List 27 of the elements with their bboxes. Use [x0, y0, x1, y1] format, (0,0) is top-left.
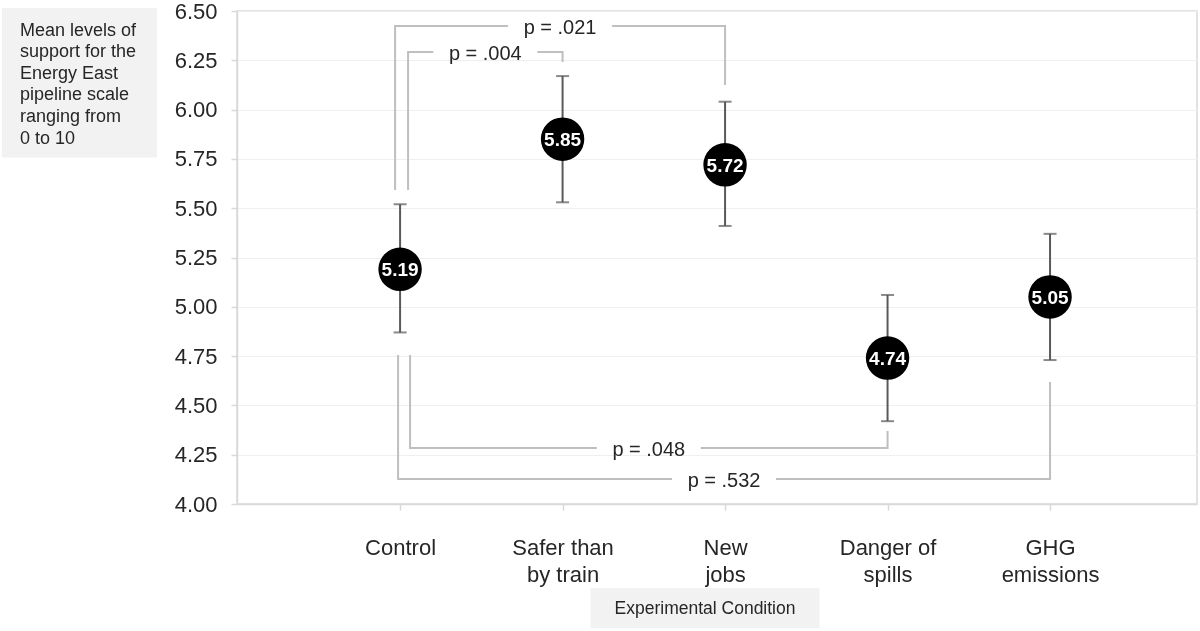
- y-tick-label: 5.25: [174, 245, 218, 270]
- annotation: p = .048: [612, 438, 686, 460]
- data-label: 5.05: [1031, 286, 1069, 308]
- x-tick-label: GHG emissions: [1001, 534, 1100, 587]
- x-axis-title: Experimental Condition: [614, 598, 796, 618]
- y-axis-title: Mean levels of support for the Energy East pipeline scale ranging from 0 to 10: [20, 19, 138, 148]
- annotation: p = .532: [687, 469, 761, 491]
- y-tick-label: 5.75: [174, 146, 218, 172]
- x-tick-label: Danger of spills: [839, 534, 938, 587]
- annotation: p = .004: [448, 42, 522, 64]
- y-tick-label: 4.75: [174, 343, 218, 369]
- x-tick-label: Safer than by train: [512, 534, 614, 587]
- y-tick-label: 6.00: [174, 97, 218, 123]
- data-label: 5.19: [381, 259, 419, 281]
- x-tick-label: Control: [365, 534, 437, 560]
- data-label: 5.72: [706, 154, 744, 176]
- y-tick-label: 6.25: [174, 47, 218, 73]
- y-tick-label: 5.50: [174, 195, 218, 221]
- data-label: 4.74: [869, 348, 907, 370]
- y-tick-label: 6.50: [174, 0, 218, 24]
- y-tick-label: 4.50: [174, 392, 218, 418]
- x-tick-label: New jobs: [703, 534, 748, 587]
- data-label: 5.85: [544, 129, 582, 151]
- y-tick-label: 5.00: [174, 294, 218, 320]
- y-tick-label: 4.25: [174, 442, 218, 468]
- annotation: p = .021: [523, 16, 597, 38]
- y-tick-label: 4.00: [174, 491, 218, 517]
